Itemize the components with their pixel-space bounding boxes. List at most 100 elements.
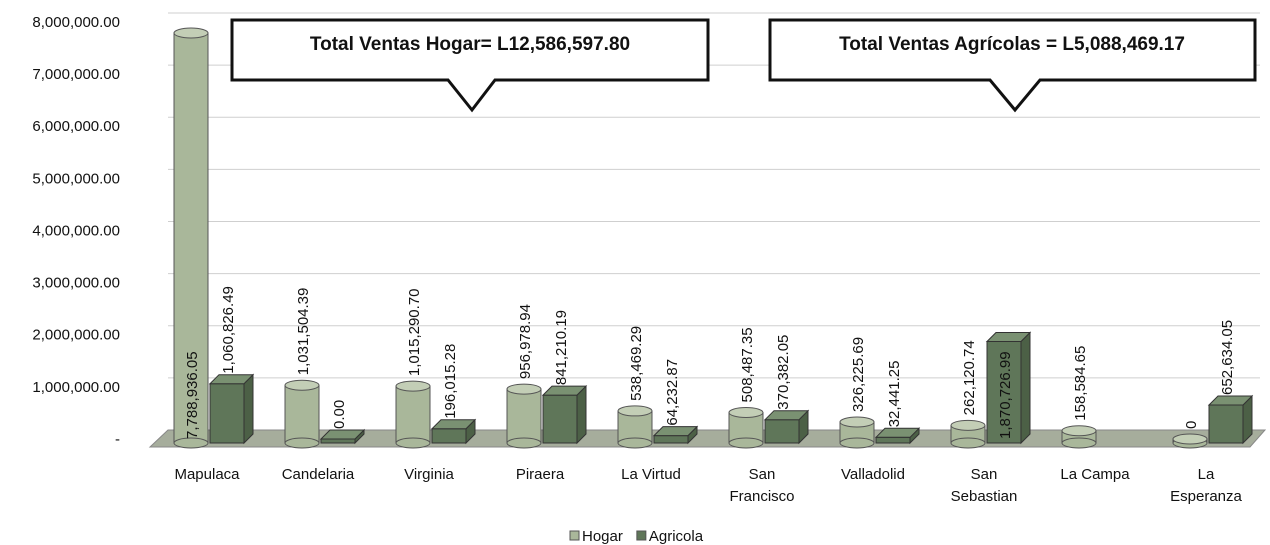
- box-bar: [208, 373, 255, 445]
- data-label: 32,441.25: [886, 361, 903, 428]
- bar-top: [728, 406, 764, 418]
- y-tick-label: 4,000,000.00: [32, 222, 120, 239]
- bar-bottom: [950, 437, 986, 449]
- box-bar: [319, 428, 366, 445]
- y-tick-label: 7,000,000.00: [32, 66, 120, 83]
- bar-side: [576, 384, 587, 445]
- data-label: 0: [1183, 421, 1200, 429]
- cylinder-bar: [1061, 425, 1097, 449]
- x-tick-label: Sebastian: [951, 488, 1018, 505]
- bar-top: [652, 426, 699, 437]
- cylinder-bar: [173, 27, 209, 449]
- data-label: 196,015.28: [442, 344, 459, 419]
- bar-front: [1208, 404, 1244, 444]
- data-label: 841,210.19: [553, 310, 570, 385]
- bar-top: [874, 427, 921, 438]
- data-label: 7,788,936.05: [184, 351, 201, 439]
- cylinder-bar: [950, 419, 986, 449]
- bar-front: [764, 419, 800, 444]
- cylinder-bar: [284, 379, 320, 449]
- legend-swatch: [569, 530, 580, 541]
- bar-bottom: [284, 437, 320, 449]
- bar-bottom: [839, 437, 875, 449]
- legend-label: Hogar: [582, 528, 623, 545]
- bar-bottom: [1061, 437, 1097, 449]
- bar-bottom: [395, 437, 431, 449]
- bar-top: [208, 374, 255, 385]
- annotation: Total Ventas Hogar= L12,586,597.80: [310, 34, 630, 55]
- callout-agricola: Total Ventas Agrícolas = L5,088,469.17: [768, 18, 1257, 113]
- data-label: 0.00: [331, 400, 348, 429]
- bar-top: [430, 419, 477, 430]
- data-label: 262,120.74: [961, 340, 978, 415]
- bar-top: [763, 410, 810, 421]
- callout-hogar: Total Ventas Hogar= L12,586,597.80: [230, 18, 710, 113]
- box-bar: [874, 427, 921, 445]
- x-tick-label: La Campa: [1060, 466, 1130, 483]
- bar-front: [875, 436, 911, 444]
- box-bar: [652, 425, 699, 445]
- bar-top: [617, 405, 653, 417]
- annotation: Total Ventas Agrícolas = L5,088,469.17: [839, 34, 1185, 55]
- data-label: 158,584.65: [1072, 346, 1089, 421]
- cylinder-bar: [728, 406, 764, 449]
- bar-front: [209, 383, 245, 444]
- bar-bottom: [173, 437, 209, 449]
- box-bar: [985, 331, 1032, 445]
- bar-body: [506, 388, 542, 444]
- bar-top: [173, 27, 209, 39]
- x-tick-label: Virginia: [404, 466, 454, 483]
- bar-bottom: [506, 437, 542, 449]
- y-tick-label: 8,000,000.00: [32, 14, 120, 31]
- bar-top: [1207, 395, 1254, 406]
- x-tick-label: Esperanza: [1170, 488, 1242, 505]
- data-label: 64,232.87: [664, 359, 681, 426]
- bar-side: [1020, 331, 1031, 445]
- x-tick-label: Candelaria: [282, 466, 355, 483]
- x-tick-label: Piraera: [516, 466, 565, 483]
- bar-front: [542, 394, 578, 444]
- y-tick-label: 2,000,000.00: [32, 327, 120, 344]
- bar-top: [395, 380, 431, 392]
- x-tick-label: Francisco: [729, 488, 794, 505]
- bar-body: [395, 385, 431, 444]
- bar-side: [243, 373, 254, 445]
- x-tick-label: Mapulaca: [174, 466, 240, 483]
- data-label: 1,015,290.70: [406, 288, 423, 376]
- y-tick-label: 1,000,000.00: [32, 379, 120, 396]
- cylinder-bar: [839, 416, 875, 449]
- y-tick-label: 6,000,000.00: [32, 118, 120, 135]
- cylinder-bar: [506, 383, 542, 449]
- data-label: 1,060,826.49: [220, 286, 237, 374]
- box-bar: [430, 418, 477, 445]
- x-tick-label: San: [749, 466, 776, 483]
- y-tick-label: 5,000,000.00: [32, 170, 120, 187]
- bar-top: [1061, 425, 1097, 437]
- bar-top: [839, 416, 875, 428]
- cylinder-bar: [395, 380, 431, 449]
- bar-top: [319, 429, 366, 440]
- data-label: 538,469.29: [628, 326, 645, 401]
- data-label: 1,870,726.99: [997, 351, 1014, 439]
- x-tick-label: La: [1198, 466, 1215, 483]
- bar-top: [1172, 433, 1208, 445]
- x-tick-label: Valladolid: [841, 466, 905, 483]
- bar-front: [431, 428, 467, 444]
- x-tick-label: San: [971, 466, 998, 483]
- bar-front: [320, 438, 356, 444]
- bar-top: [950, 419, 986, 431]
- bar-body: [284, 384, 320, 444]
- data-label: 370,382.05: [775, 335, 792, 410]
- bar-bottom: [617, 437, 653, 449]
- y-tick-label: 3,000,000.00: [32, 275, 120, 292]
- box-bar: [1207, 394, 1254, 445]
- bar-top: [506, 383, 542, 395]
- data-label: 652,634.05: [1219, 320, 1236, 395]
- data-label: 508,487.35: [739, 327, 756, 402]
- data-label: 1,031,504.39: [295, 288, 312, 376]
- bar-top: [985, 331, 1032, 342]
- cylinder-bar: [617, 405, 653, 449]
- box-bar: [763, 409, 810, 445]
- bar-top: [284, 379, 320, 391]
